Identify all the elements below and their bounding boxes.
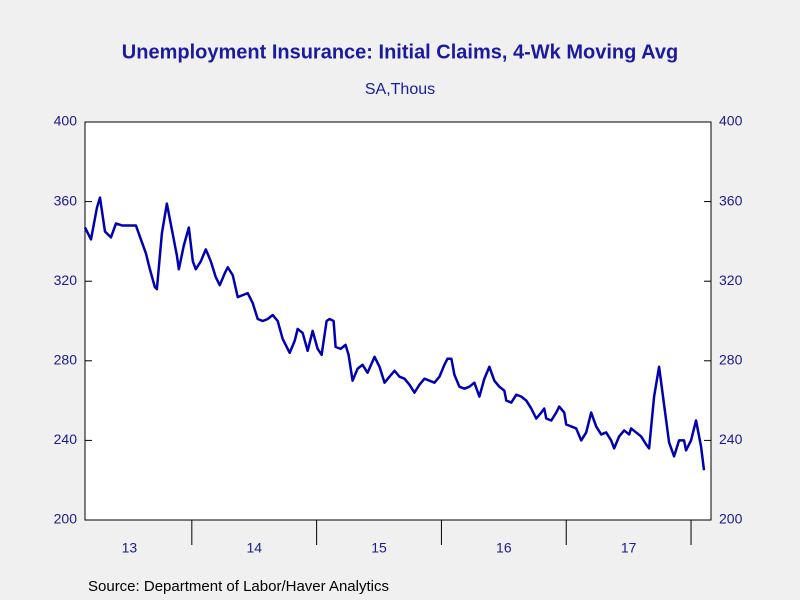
x-tick-label: 16 [496, 540, 512, 556]
x-tick-label: 17 [621, 540, 637, 556]
y-tick-label: 360 [54, 192, 78, 208]
data-line [83, 196, 706, 471]
plot-area [84, 121, 712, 521]
source-note: Source: Department of Labor/Haver Analyt… [88, 578, 389, 595]
y-tick-label: 320 [54, 272, 78, 288]
y-tick-label: 280 [54, 352, 78, 368]
chart-subtitle: SA,Thous [365, 81, 435, 98]
y-tick-label: 240 [54, 431, 78, 447]
y2-tick-label: 320 [719, 272, 743, 288]
y2-tick-label: 360 [719, 192, 743, 208]
y2-tick-label: 400 [719, 113, 743, 129]
y2-tick-label: 280 [719, 352, 743, 368]
x-tick-label: 15 [371, 540, 387, 556]
y2-tick-label: 200 [719, 511, 743, 527]
x-tick-label: 14 [246, 540, 262, 556]
y-tick-label: 400 [54, 113, 78, 129]
y-tick-label: 200 [54, 511, 78, 527]
y2-tick-label: 240 [719, 431, 743, 447]
chart-title: Unemployment Insurance: Initial Claims, … [122, 41, 678, 63]
x-tick-label: 13 [122, 540, 138, 556]
